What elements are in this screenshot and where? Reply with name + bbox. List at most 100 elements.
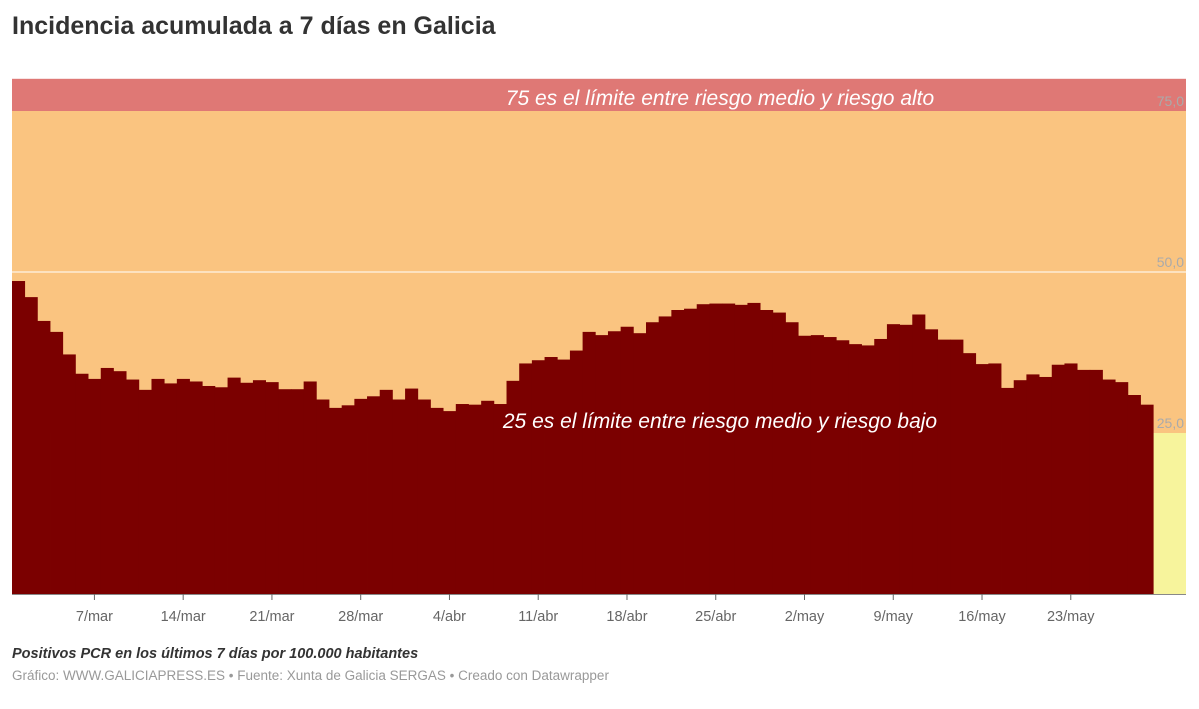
- bar: [620, 326, 634, 594]
- annotation-label: 75 es el límite entre riesgo medio y rie…: [506, 87, 935, 110]
- bar: [316, 399, 330, 594]
- bar: [810, 335, 824, 594]
- chart: 25,0 50,0 75,0 7/mar 14/mar 21/mar 28/mar 4/ab…: [12, 78, 1186, 625]
- bar: [354, 398, 368, 594]
- bar: [899, 324, 913, 594]
- bar: [848, 344, 862, 594]
- bar: [202, 385, 216, 594]
- bar: [113, 371, 127, 594]
- bar: [924, 329, 939, 594]
- bar: [963, 353, 977, 594]
- bar: [607, 331, 622, 594]
- bar: [405, 388, 419, 594]
- bar: [937, 339, 951, 594]
- bar: [151, 378, 165, 594]
- bar: [100, 367, 114, 594]
- bar: [455, 404, 469, 594]
- bar: [1001, 387, 1015, 594]
- bar: [671, 309, 685, 594]
- annotation-label: 25 es el límite entre riesgo medio y rie…: [502, 410, 938, 433]
- y-axis-labels: 25,0 50,0 75,0: [1157, 93, 1184, 431]
- bar: [88, 378, 102, 594]
- bar: [252, 380, 266, 594]
- bar: [24, 297, 38, 594]
- bar: [341, 405, 355, 594]
- bar: [785, 322, 799, 594]
- bar: [493, 404, 507, 594]
- x-tick-label: 18/abr: [606, 609, 647, 625]
- x-tick-label: 14/mar: [161, 609, 206, 625]
- x-tick-label: 16/may: [958, 609, 1006, 625]
- bar: [519, 363, 533, 594]
- bar: [12, 281, 26, 594]
- bar: [772, 312, 786, 594]
- bar: [176, 378, 190, 594]
- bar: [544, 357, 558, 594]
- bar: [379, 389, 393, 594]
- bar: [1051, 364, 1065, 594]
- bar: [417, 399, 431, 594]
- bar: [367, 396, 381, 594]
- bar: [582, 331, 596, 594]
- bars: [12, 281, 1154, 594]
- annotations: 75 es el límite entre riesgo medio y rie…: [502, 87, 938, 433]
- bar: [912, 314, 926, 594]
- y-tick-label: 25,0: [1157, 415, 1184, 431]
- x-tick-label: 4/abr: [433, 609, 466, 625]
- x-tick-label: 25/abr: [695, 609, 736, 625]
- bar: [836, 340, 850, 594]
- x-tick-label: 9/may: [874, 609, 914, 625]
- bar: [443, 411, 457, 594]
- bar: [696, 304, 710, 594]
- bar: [430, 407, 444, 594]
- bar: [189, 381, 203, 594]
- bar: [886, 324, 900, 594]
- bar: [62, 354, 76, 594]
- bar: [633, 333, 647, 594]
- bar: [278, 389, 292, 594]
- bar: [988, 363, 1002, 594]
- chart-credits: Gráfico: WWW.GALICIAPRESS.ES • Fuente: X…: [12, 668, 609, 683]
- bar: [709, 303, 723, 594]
- x-tick-label: 21/mar: [249, 609, 294, 625]
- bar: [214, 387, 228, 594]
- bar: [164, 383, 178, 594]
- x-tick-label: 7/mar: [76, 609, 113, 625]
- bar: [506, 380, 520, 594]
- bar: [747, 302, 761, 594]
- bar: [874, 338, 888, 594]
- bar: [1013, 380, 1027, 594]
- bar: [227, 377, 241, 594]
- x-tick-label: 23/may: [1047, 609, 1095, 625]
- bar: [329, 407, 343, 594]
- bar: [798, 335, 812, 594]
- y-tick-label: 50,0: [1157, 254, 1184, 270]
- bar: [1064, 363, 1078, 594]
- bar: [468, 404, 482, 594]
- bar: [975, 364, 989, 594]
- bar: [50, 331, 64, 594]
- x-tick-label: 2/may: [785, 609, 825, 625]
- bar: [722, 303, 736, 594]
- risk-band: [12, 78, 1186, 111]
- y-tick-label: 75,0: [1157, 93, 1184, 109]
- bar: [1140, 404, 1154, 594]
- bar: [684, 308, 698, 594]
- bar: [557, 359, 571, 594]
- bar: [240, 382, 254, 594]
- bar: [950, 339, 964, 594]
- bar: [1127, 395, 1141, 594]
- chart-subtitle: Positivos PCR en los últimos 7 días por …: [12, 646, 419, 662]
- bar: [823, 337, 837, 594]
- bar: [481, 400, 495, 594]
- bar: [37, 320, 51, 594]
- bar: [734, 304, 748, 594]
- x-axis: 7/mar 14/mar 21/mar 28/mar 4/abr 11/abr 18/abr…: [12, 594, 1186, 625]
- bar: [126, 379, 140, 594]
- bar: [265, 382, 279, 594]
- bar: [1089, 369, 1103, 594]
- bar: [531, 360, 545, 594]
- bar: [1026, 374, 1040, 594]
- bar: [75, 373, 89, 594]
- bar: [138, 389, 152, 594]
